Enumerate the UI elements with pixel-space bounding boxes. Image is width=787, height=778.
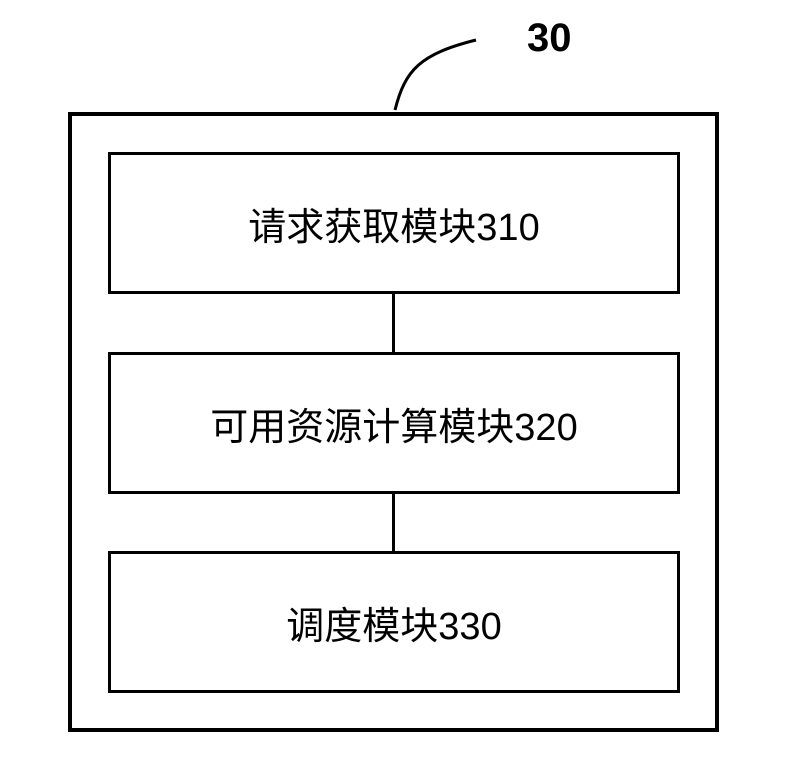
module-box-320: 可用资源计算模块320	[108, 352, 680, 494]
module-box-320-label: 可用资源计算模块320	[210, 396, 577, 451]
connector-320-330	[392, 494, 395, 551]
module-box-330-label: 调度模块330	[286, 595, 501, 650]
connector-310-320	[392, 294, 395, 352]
module-box-310-label: 请求获取模块310	[248, 196, 539, 251]
module-box-310: 请求获取模块310	[108, 152, 680, 294]
module-box-330: 调度模块330	[108, 551, 680, 693]
diagram-canvas: 30 请求获取模块310 可用资源计算模块320 调度模块330	[0, 0, 787, 778]
figure-number-label: 30	[527, 16, 572, 61]
